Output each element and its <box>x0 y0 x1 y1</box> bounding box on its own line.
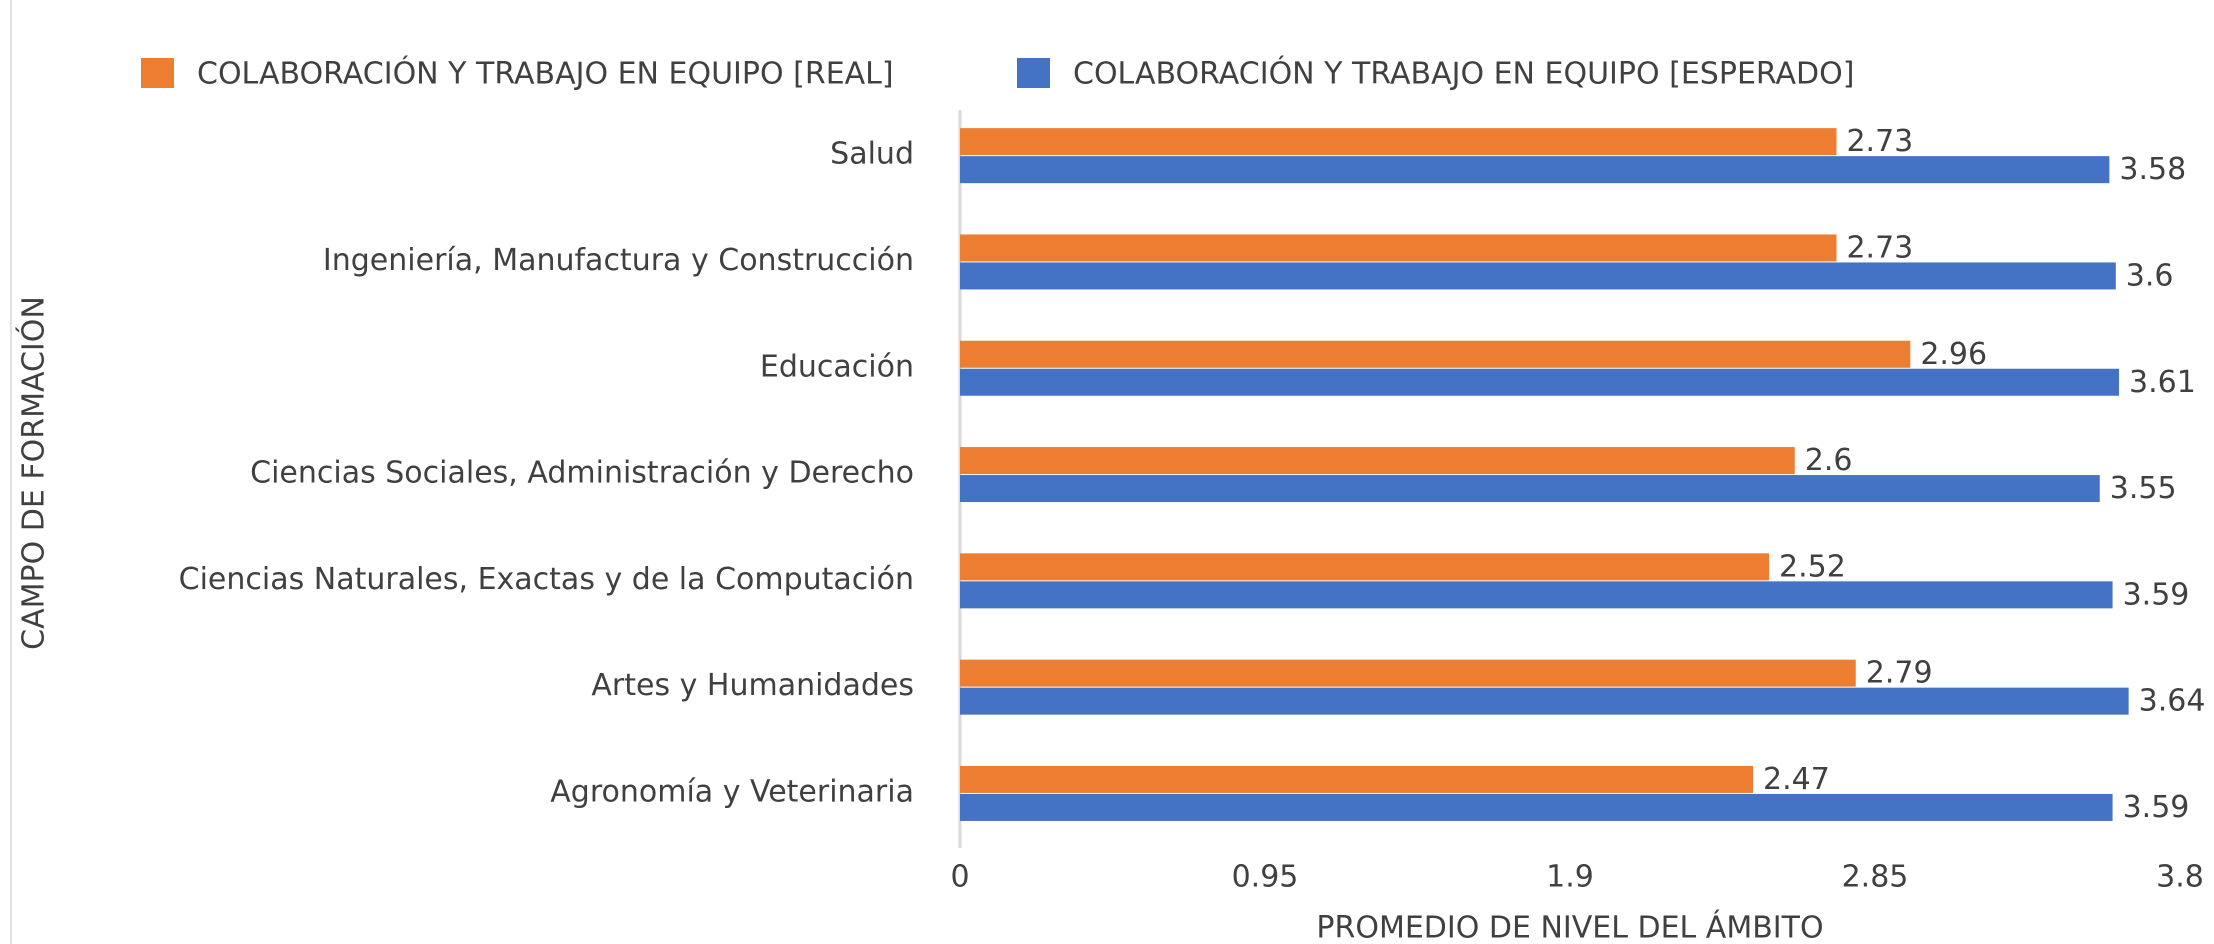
y-axis-title: CAMPO DE FORMACIÓN <box>15 296 52 650</box>
data-label: 2.47 <box>1763 762 1830 797</box>
bar <box>960 687 2129 715</box>
bar <box>960 793 2113 821</box>
data-label: 3.59 <box>2123 577 2190 612</box>
bar <box>960 340 1911 368</box>
bar <box>960 234 1837 262</box>
y-tick-label: Ciencias Naturales, Exactas y de la Comp… <box>179 562 914 597</box>
data-label: 2.79 <box>1866 656 1933 691</box>
data-label: 2.96 <box>1920 337 1987 372</box>
bar <box>960 262 2116 290</box>
bar <box>960 128 1837 156</box>
y-tick-label: Agronomía y Veterinaria <box>550 774 914 809</box>
data-label: 3.64 <box>2139 684 2206 719</box>
x-tick-label: 0.95 <box>1232 860 1299 895</box>
y-tick-label: Ciencias Sociales, Administración y Dere… <box>250 456 914 491</box>
data-label: 2.73 <box>1846 124 1913 159</box>
bar <box>960 368 2119 396</box>
x-tick-label: 2.85 <box>1842 860 1909 895</box>
bar <box>960 581 2113 609</box>
y-tick-label: Artes y Humanidades <box>591 668 914 703</box>
data-label: 3.61 <box>2129 365 2196 400</box>
x-tick-label: 1.9 <box>1546 860 1594 895</box>
data-label: 2.73 <box>1846 230 1913 265</box>
bar <box>960 475 2100 503</box>
bar <box>960 447 1795 475</box>
legend-label: COLABORACIÓN Y TRABAJO EN EQUIPO [REAL] <box>197 55 894 92</box>
y-tick-label: Ingeniería, Manufactura y Construcción <box>323 243 914 278</box>
x-axis-title: PROMEDIO DE NIVEL DEL ÁMBITO <box>1316 910 1823 944</box>
bar <box>960 156 2110 184</box>
chart-frame <box>10 0 12 944</box>
legend-label: COLABORACIÓN Y TRABAJO EN EQUIPO [ESPERA… <box>1073 55 1854 92</box>
legend-swatch <box>141 58 174 88</box>
bar <box>960 659 1856 687</box>
x-tick-label: 0 <box>950 860 969 895</box>
y-tick-label: Educación <box>760 349 914 384</box>
data-label: 3.55 <box>2110 471 2177 506</box>
bar <box>960 553 1770 581</box>
legend-swatch <box>1017 58 1050 88</box>
data-label: 3.6 <box>2126 258 2174 293</box>
data-label: 2.6 <box>1805 443 1853 478</box>
data-label: 3.59 <box>2123 790 2190 825</box>
x-tick-label: 3.8 <box>2156 860 2204 895</box>
y-tick-label: Salud <box>830 137 914 172</box>
data-label: 2.52 <box>1779 549 1846 584</box>
data-label: 3.58 <box>2119 152 2186 187</box>
bar <box>960 765 1753 793</box>
